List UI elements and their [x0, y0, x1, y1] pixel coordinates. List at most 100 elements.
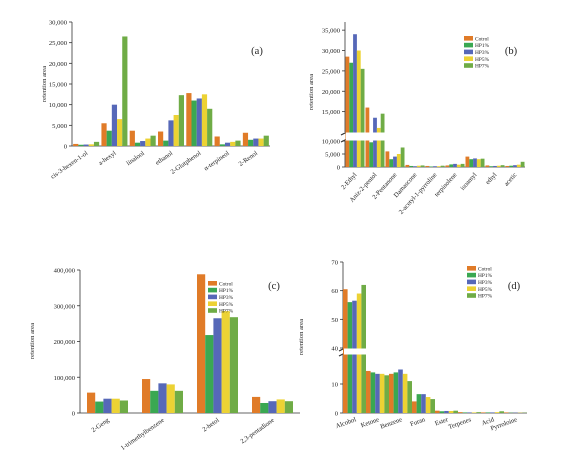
bar [122, 36, 128, 146]
y-tick-label: 400,000 [54, 268, 76, 275]
legend-swatch [467, 279, 476, 285]
legend-swatch [208, 301, 217, 306]
bar [370, 372, 376, 413]
bar [476, 159, 481, 167]
bar [490, 412, 495, 413]
bar [207, 108, 213, 146]
bar [480, 158, 485, 167]
bar [284, 401, 293, 413]
y-tick-label: 20,000 [322, 89, 341, 96]
x-tick-label: linalool [125, 150, 146, 167]
y-tick-label: 35,000 [322, 28, 341, 35]
y-tick-label: 60 [331, 288, 338, 295]
bar [373, 117, 377, 167]
bar [349, 62, 354, 167]
legend-label: Cotrol [219, 281, 233, 287]
legend-swatch [464, 56, 473, 61]
bar [150, 135, 156, 146]
bar [93, 141, 100, 146]
bar [205, 335, 214, 413]
bar [253, 138, 259, 146]
bar [213, 318, 222, 413]
bar [224, 142, 231, 146]
bar [360, 68, 365, 167]
bar [445, 165, 450, 167]
panel-label: (a) [251, 46, 263, 57]
x-tick-label: Alcohol [335, 416, 358, 430]
bar [453, 410, 458, 413]
bar [258, 138, 264, 146]
y-tick-label: 10 [331, 382, 338, 389]
y-tick-label: 5,000 [325, 152, 341, 159]
x-tick-label: Acid [481, 416, 496, 427]
bar [158, 383, 167, 413]
bar [166, 384, 175, 413]
bar [440, 165, 445, 167]
bar [520, 161, 525, 167]
bar [421, 394, 426, 413]
bar [235, 140, 241, 146]
legend-swatch [464, 49, 473, 55]
legend-swatch [464, 36, 473, 41]
x-tick-label: acetic [503, 172, 519, 188]
bar [345, 56, 350, 167]
legend-label: HP3% [475, 50, 490, 56]
bar [398, 369, 403, 413]
panel-b: 0 5,000 10,000 15,000 20,000 25,000 30,000 35,0… [308, 22, 526, 216]
bar [229, 317, 238, 413]
axis-break-gap [344, 348, 528, 355]
legend-swatch [467, 286, 476, 291]
y-tick-label: 200,000 [54, 339, 76, 346]
y-tick-label: 15,000 [49, 82, 68, 89]
x-tick-label: isoamyl [459, 172, 478, 192]
y-axis-label: retention area [29, 323, 36, 359]
legend-swatch [464, 63, 473, 68]
bar [465, 156, 470, 167]
bar [425, 397, 431, 413]
legend-label: HP7% [475, 64, 490, 70]
x-tick-label: Furan [409, 416, 427, 428]
y-axis-label: retention area [298, 319, 305, 355]
x-tick-label: Terpenes [448, 416, 473, 431]
legend-swatch [464, 42, 473, 48]
bar [456, 164, 461, 167]
bar [268, 401, 277, 413]
bar [142, 379, 151, 413]
bar [493, 165, 497, 167]
x-tick-label: a-hexyl [97, 150, 117, 167]
bar [436, 166, 441, 167]
legend-label: HP7% [219, 309, 234, 315]
y-tick-label: 10,000 [322, 139, 341, 146]
y-tick-label: 100,000 [54, 375, 76, 382]
bar [485, 165, 490, 167]
x-tick-label: 2,3-pentadione [239, 417, 275, 445]
y-tick-label: 300,000 [54, 303, 76, 310]
bar [429, 166, 434, 167]
bar [150, 390, 159, 413]
bar [214, 136, 220, 146]
bar [384, 375, 389, 413]
x-tick-label: 2-Ethyl [340, 172, 359, 192]
bar [369, 142, 374, 167]
bar [449, 164, 454, 167]
bar [473, 158, 477, 167]
panel-label: (c) [268, 281, 280, 292]
panel-a: 0 5,000 10,000 15,000 20,000 25,000 30,000 rete… [41, 20, 270, 181]
legend-swatch [208, 294, 217, 300]
bar [248, 139, 254, 146]
y-tick-label: 0 [335, 411, 339, 418]
legend-label: HP5% [219, 302, 234, 308]
legend-label: HP1% [475, 43, 490, 49]
bar [347, 302, 353, 413]
y-tick-label: 10,000 [49, 102, 68, 109]
y-tick-label: 0 [64, 144, 68, 151]
bar [140, 141, 146, 146]
axis-break-gap [346, 132, 526, 141]
bar [376, 127, 381, 167]
bar [196, 98, 202, 146]
bar [73, 143, 79, 146]
y-tick-label: 30,000 [322, 48, 341, 55]
y-axis-label: retention area [308, 74, 315, 110]
